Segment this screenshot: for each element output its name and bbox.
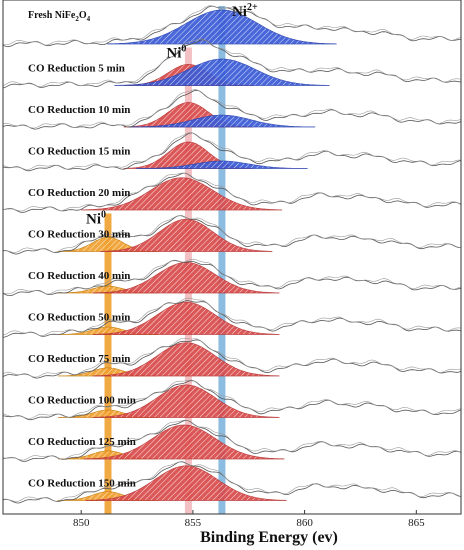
- peak-ni2-0: [107, 9, 337, 45]
- spectrum-0: Fresh NiFe2O4: [2, 5, 462, 48]
- peak-ni0-7: [92, 301, 280, 335]
- spectrum-trace-0-1: [2, 5, 462, 46]
- x-tick-label-850: 850: [73, 517, 90, 529]
- spectrum-trace-9-1: [2, 379, 462, 419]
- spectrum-trace-6-1: [2, 258, 462, 295]
- spectrum-trace-8-1: [2, 338, 462, 378]
- spectrum-trace-2-1: [2, 89, 462, 129]
- peak-ni0-5: [100, 218, 273, 252]
- spectrum-9: CO Reduction 100 min: [2, 379, 462, 421]
- peak-ni0-6: [92, 262, 280, 294]
- peak-ni2-2: [128, 114, 316, 128]
- spectrum-trace-3-1: [2, 132, 462, 170]
- spectrum-10: CO Reduction 125 min: [2, 419, 462, 462]
- spectrum-label-7: CO Reduction 50 min: [28, 312, 130, 324]
- marker-band-Ni0: [104, 213, 112, 514]
- x-axis-title: Binding Energy (ev): [200, 529, 338, 546]
- spectrum-label-11: CO Reduction 150 min: [28, 478, 136, 490]
- peak-ni0-4: [81, 177, 283, 211]
- spectrum-label-5: CO Reduction 30 min: [28, 229, 130, 241]
- peak-label-Ni2plus-2: Ni2+: [232, 2, 258, 20]
- spectrum-6: CO Reduction 40 min: [2, 258, 462, 297]
- x-tick-label-855: 855: [185, 517, 202, 529]
- spectrum-label-2: CO Reduction 10 min: [28, 104, 130, 116]
- spectrum-label-1: CO Reduction 5 min: [28, 63, 125, 75]
- peak-ni0-10: [83, 424, 285, 460]
- spectrum-trace-1-1: [2, 38, 462, 87]
- spectrum-label-4: CO Reduction 20 min: [28, 187, 130, 199]
- spectrum-trace-10-1: [2, 419, 462, 461]
- spectrum-trace-7-1: [2, 297, 462, 336]
- spectrum-1: CO Reduction 5 min: [2, 38, 462, 89]
- spectrum-label-0: Fresh NiFe2O4: [28, 10, 91, 23]
- x-tick-label-865: 865: [408, 517, 425, 529]
- spectrum-label-3: CO Reduction 15 min: [28, 146, 130, 158]
- spectrum-trace-11-1: [2, 461, 462, 502]
- x-tick-label-860: 860: [296, 517, 313, 529]
- marker-band-Ni2plus: [218, 6, 226, 514]
- peak-label-Ni0-0: Ni0: [86, 210, 106, 228]
- spectrum-label-10: CO Reduction 125 min: [28, 436, 136, 448]
- peak-ni0-9: [92, 384, 280, 418]
- peak-ni2-3: [136, 160, 308, 169]
- peak-ni2-1: [114, 58, 330, 86]
- spectrum-trace-2-0: [2, 89, 462, 130]
- spectrum-2: CO Reduction 10 min: [2, 89, 462, 130]
- spectrum-7: CO Reduction 50 min: [2, 297, 462, 338]
- spectrum-label-9: CO Reduction 100 min: [28, 395, 136, 407]
- spectrum-8: CO Reduction 75 min: [2, 338, 462, 379]
- spectrum-trace-7-0: [2, 300, 462, 338]
- spectrum-trace-4-1: [2, 172, 462, 212]
- plot-frame: [2, 0, 462, 515]
- spectrum-trace-5-1: [2, 215, 462, 253]
- spectrum-trace-11-0: [2, 461, 462, 504]
- spectrum-4: CO Reduction 20 min: [2, 172, 462, 213]
- spectrum-5: CO Reduction 30 min: [2, 215, 462, 255]
- spectrum-3: CO Reduction 15 min: [2, 132, 462, 172]
- peak-ni0-11: [85, 465, 287, 501]
- spectrum-label-8: CO Reduction 75 min: [28, 353, 130, 365]
- spectrum-label-6: CO Reduction 40 min: [28, 270, 130, 282]
- peak-ni0-8: [92, 342, 280, 377]
- spectrum-11: CO Reduction 150 min: [2, 461, 462, 504]
- peak-label-Ni0-1: Ni0: [166, 44, 186, 62]
